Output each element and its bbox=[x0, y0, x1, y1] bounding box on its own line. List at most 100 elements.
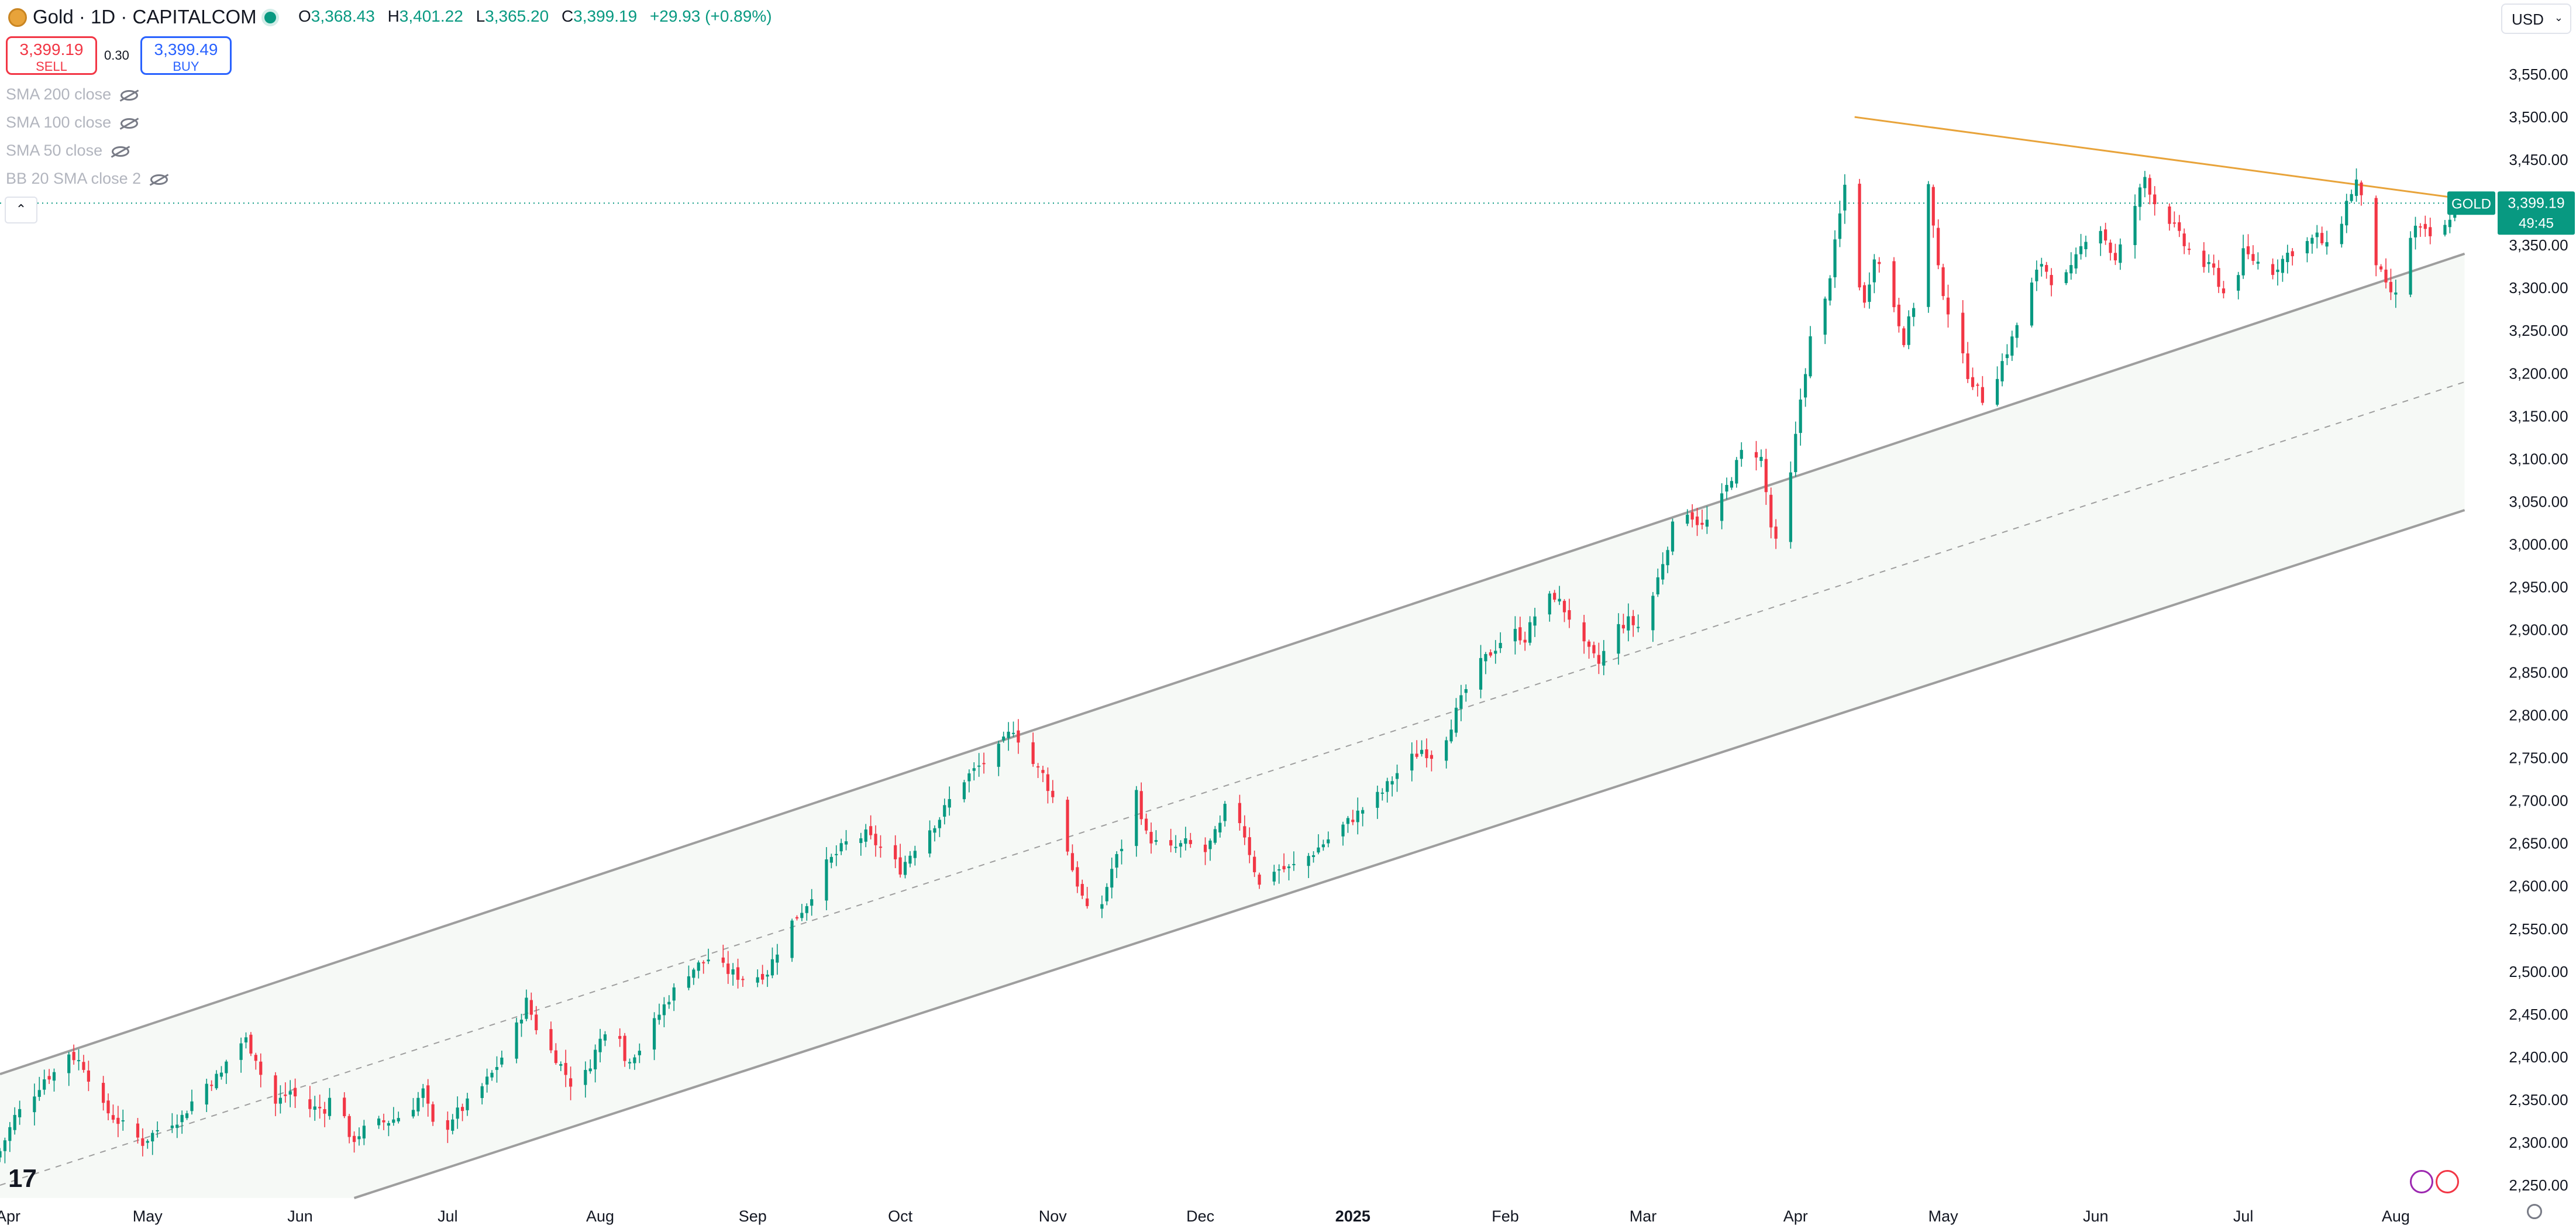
candle bbox=[3, 1137, 7, 1164]
candle bbox=[1931, 184, 1935, 238]
eye-off-icon[interactable] bbox=[120, 118, 139, 129]
candle bbox=[1651, 592, 1655, 642]
candle bbox=[1838, 201, 1842, 247]
symbol-title[interactable]: Gold · 1D · CAPITALCOM bbox=[33, 6, 257, 27]
candle bbox=[1720, 483, 1724, 529]
eye-off-icon[interactable] bbox=[112, 146, 130, 157]
candle bbox=[2379, 264, 2383, 272]
candle bbox=[1139, 782, 1143, 825]
candle bbox=[215, 1070, 218, 1090]
candle bbox=[519, 1014, 524, 1037]
flag-icon[interactable] bbox=[2436, 1170, 2459, 1193]
candle bbox=[1656, 568, 1659, 597]
x-tick-label: Jun bbox=[287, 1207, 313, 1225]
lightning-icon[interactable] bbox=[2410, 1170, 2433, 1193]
collapse-legend-button[interactable]: ⌃ bbox=[5, 197, 37, 223]
trendline-resistance bbox=[1854, 116, 2465, 200]
eye-off-icon[interactable] bbox=[120, 90, 139, 101]
candle bbox=[638, 1043, 641, 1064]
candle bbox=[284, 1082, 287, 1103]
x-tick-label: Aug bbox=[2382, 1207, 2410, 1225]
candle bbox=[1287, 864, 1291, 880]
candle bbox=[175, 1114, 179, 1138]
candle bbox=[1754, 441, 1758, 471]
candle bbox=[1730, 477, 1734, 490]
candle bbox=[776, 944, 779, 975]
candle bbox=[387, 1120, 391, 1137]
candle bbox=[362, 1120, 366, 1145]
candle bbox=[67, 1052, 71, 1086]
candle bbox=[1243, 815, 1246, 845]
candle bbox=[805, 903, 808, 921]
candle bbox=[1833, 230, 1837, 288]
candle bbox=[1981, 376, 1984, 405]
candle bbox=[1695, 508, 1699, 536]
x-tick-label: Aug bbox=[586, 1207, 614, 1225]
open-label: O bbox=[298, 7, 311, 25]
x-tick-label: 2025 bbox=[1335, 1207, 1370, 1225]
candle bbox=[2143, 171, 2147, 198]
candle bbox=[480, 1083, 484, 1104]
indicator-sma50[interactable]: SMA 50 close bbox=[6, 142, 130, 160]
candle bbox=[731, 963, 735, 986]
candle bbox=[795, 915, 799, 921]
close-value: 3,399.19 bbox=[573, 7, 638, 25]
indicator-sma200[interactable]: SMA 200 close bbox=[6, 85, 139, 104]
candle bbox=[2109, 239, 2112, 261]
candle bbox=[1868, 272, 1871, 309]
candle bbox=[397, 1111, 400, 1124]
candle bbox=[2305, 237, 2309, 263]
candle bbox=[2281, 255, 2285, 282]
candle bbox=[1272, 865, 1276, 886]
candle bbox=[1380, 788, 1384, 801]
candle bbox=[662, 997, 666, 1027]
y-tick-label: 3,200.00 bbox=[2509, 364, 2568, 382]
candle bbox=[1445, 737, 1448, 769]
eye-off-icon[interactable] bbox=[150, 174, 168, 185]
candle bbox=[2241, 235, 2245, 279]
candle bbox=[2172, 211, 2176, 228]
channel-fill-layer bbox=[0, 253, 2465, 1198]
candle bbox=[2079, 233, 2083, 260]
candle bbox=[8, 1122, 12, 1152]
candle bbox=[2286, 245, 2289, 274]
indicator-bb20[interactable]: BB 20 SMA close 2 bbox=[6, 170, 168, 188]
candle bbox=[180, 1110, 184, 1134]
sell-button[interactable]: 3,399.19 SELL bbox=[6, 36, 97, 75]
candle bbox=[2119, 238, 2122, 270]
candle bbox=[633, 1054, 636, 1070]
y-tick-label: 3,050.00 bbox=[2509, 493, 2568, 510]
candle bbox=[210, 1080, 213, 1091]
candle bbox=[1307, 853, 1310, 878]
sell-price: 3,399.19 bbox=[19, 40, 84, 58]
gear-icon[interactable] bbox=[2527, 1204, 2542, 1219]
currency-selector[interactable]: USD ⌄ bbox=[2501, 4, 2571, 34]
candle bbox=[1086, 887, 1089, 909]
open-value: 3,368.43 bbox=[311, 7, 375, 25]
candle bbox=[116, 1106, 120, 1137]
candle bbox=[2148, 174, 2151, 205]
y-tick-label: 3,350.00 bbox=[2509, 236, 2568, 254]
candle bbox=[1041, 766, 1045, 782]
candle bbox=[343, 1092, 346, 1119]
candle bbox=[1046, 767, 1050, 804]
candle bbox=[1459, 684, 1463, 721]
candle bbox=[1912, 302, 1916, 326]
buy-button[interactable]: 3,399.49 BUY bbox=[140, 36, 232, 75]
indicator-sma100[interactable]: SMA 100 close bbox=[6, 113, 139, 132]
candle bbox=[549, 1021, 553, 1054]
candle bbox=[790, 918, 794, 962]
tradingview-logo-icon[interactable]: 17 bbox=[8, 1164, 37, 1193]
candle bbox=[1562, 599, 1566, 622]
candle bbox=[151, 1130, 154, 1155]
x-tick-label: May bbox=[133, 1207, 163, 1225]
candle bbox=[721, 944, 725, 968]
candle bbox=[500, 1050, 504, 1068]
candle bbox=[1518, 617, 1522, 645]
y-tick-label: 2,950.00 bbox=[2509, 578, 2568, 596]
candle bbox=[1740, 442, 1743, 467]
candle bbox=[2212, 254, 2216, 276]
candle bbox=[1292, 851, 1296, 871]
